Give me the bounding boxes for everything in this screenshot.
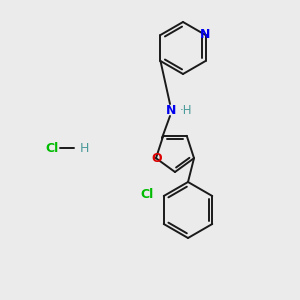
Text: Cl: Cl bbox=[45, 142, 58, 154]
Text: N: N bbox=[166, 103, 176, 116]
Text: N: N bbox=[200, 28, 211, 41]
Text: H: H bbox=[80, 142, 89, 154]
Text: O: O bbox=[152, 152, 162, 165]
Text: Cl: Cl bbox=[140, 188, 154, 202]
Text: ·H: ·H bbox=[180, 103, 193, 116]
